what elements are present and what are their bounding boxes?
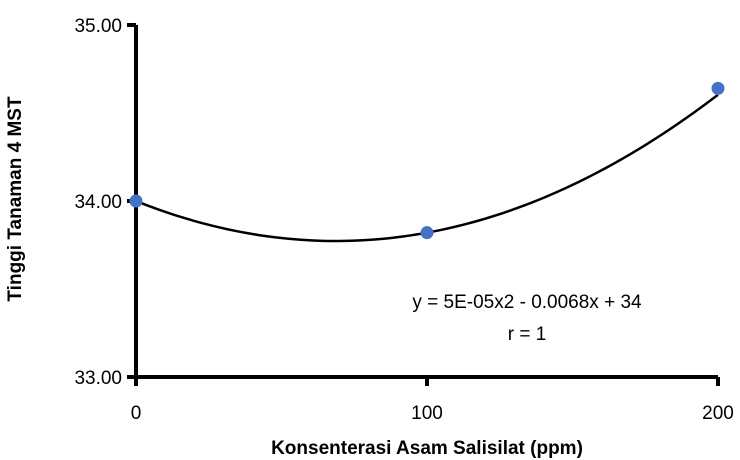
axes: [134, 25, 718, 379]
r-annotation: r = 1: [508, 324, 547, 345]
tick-labels: 33.00 34.00 35.00 0 100 200: [74, 16, 733, 424]
x-tick-label-1: 100: [411, 403, 443, 424]
data-points: [129, 81, 725, 240]
trendline: [135, 93, 719, 243]
y-axis-title: Tinggi Tanaman 4 MST: [5, 96, 26, 302]
x-tick-label-0: 0: [131, 403, 142, 424]
data-point-1: [420, 226, 434, 240]
y-tick-label-1: 34.00: [74, 192, 122, 213]
y-tick-label-2: 35.00: [74, 16, 122, 37]
x-axis-title: Konsenterasi Asam Salisilat (ppm): [271, 438, 583, 459]
y-tick-label-0: 33.00: [74, 368, 122, 389]
equation-annotation: y = 5E-05x2 - 0.0068x + 34: [412, 292, 642, 313]
data-point-0: [129, 194, 143, 208]
x-tick-label-2: 200: [702, 403, 734, 424]
data-point-2: [711, 81, 725, 95]
ticks: [127, 23, 720, 386]
